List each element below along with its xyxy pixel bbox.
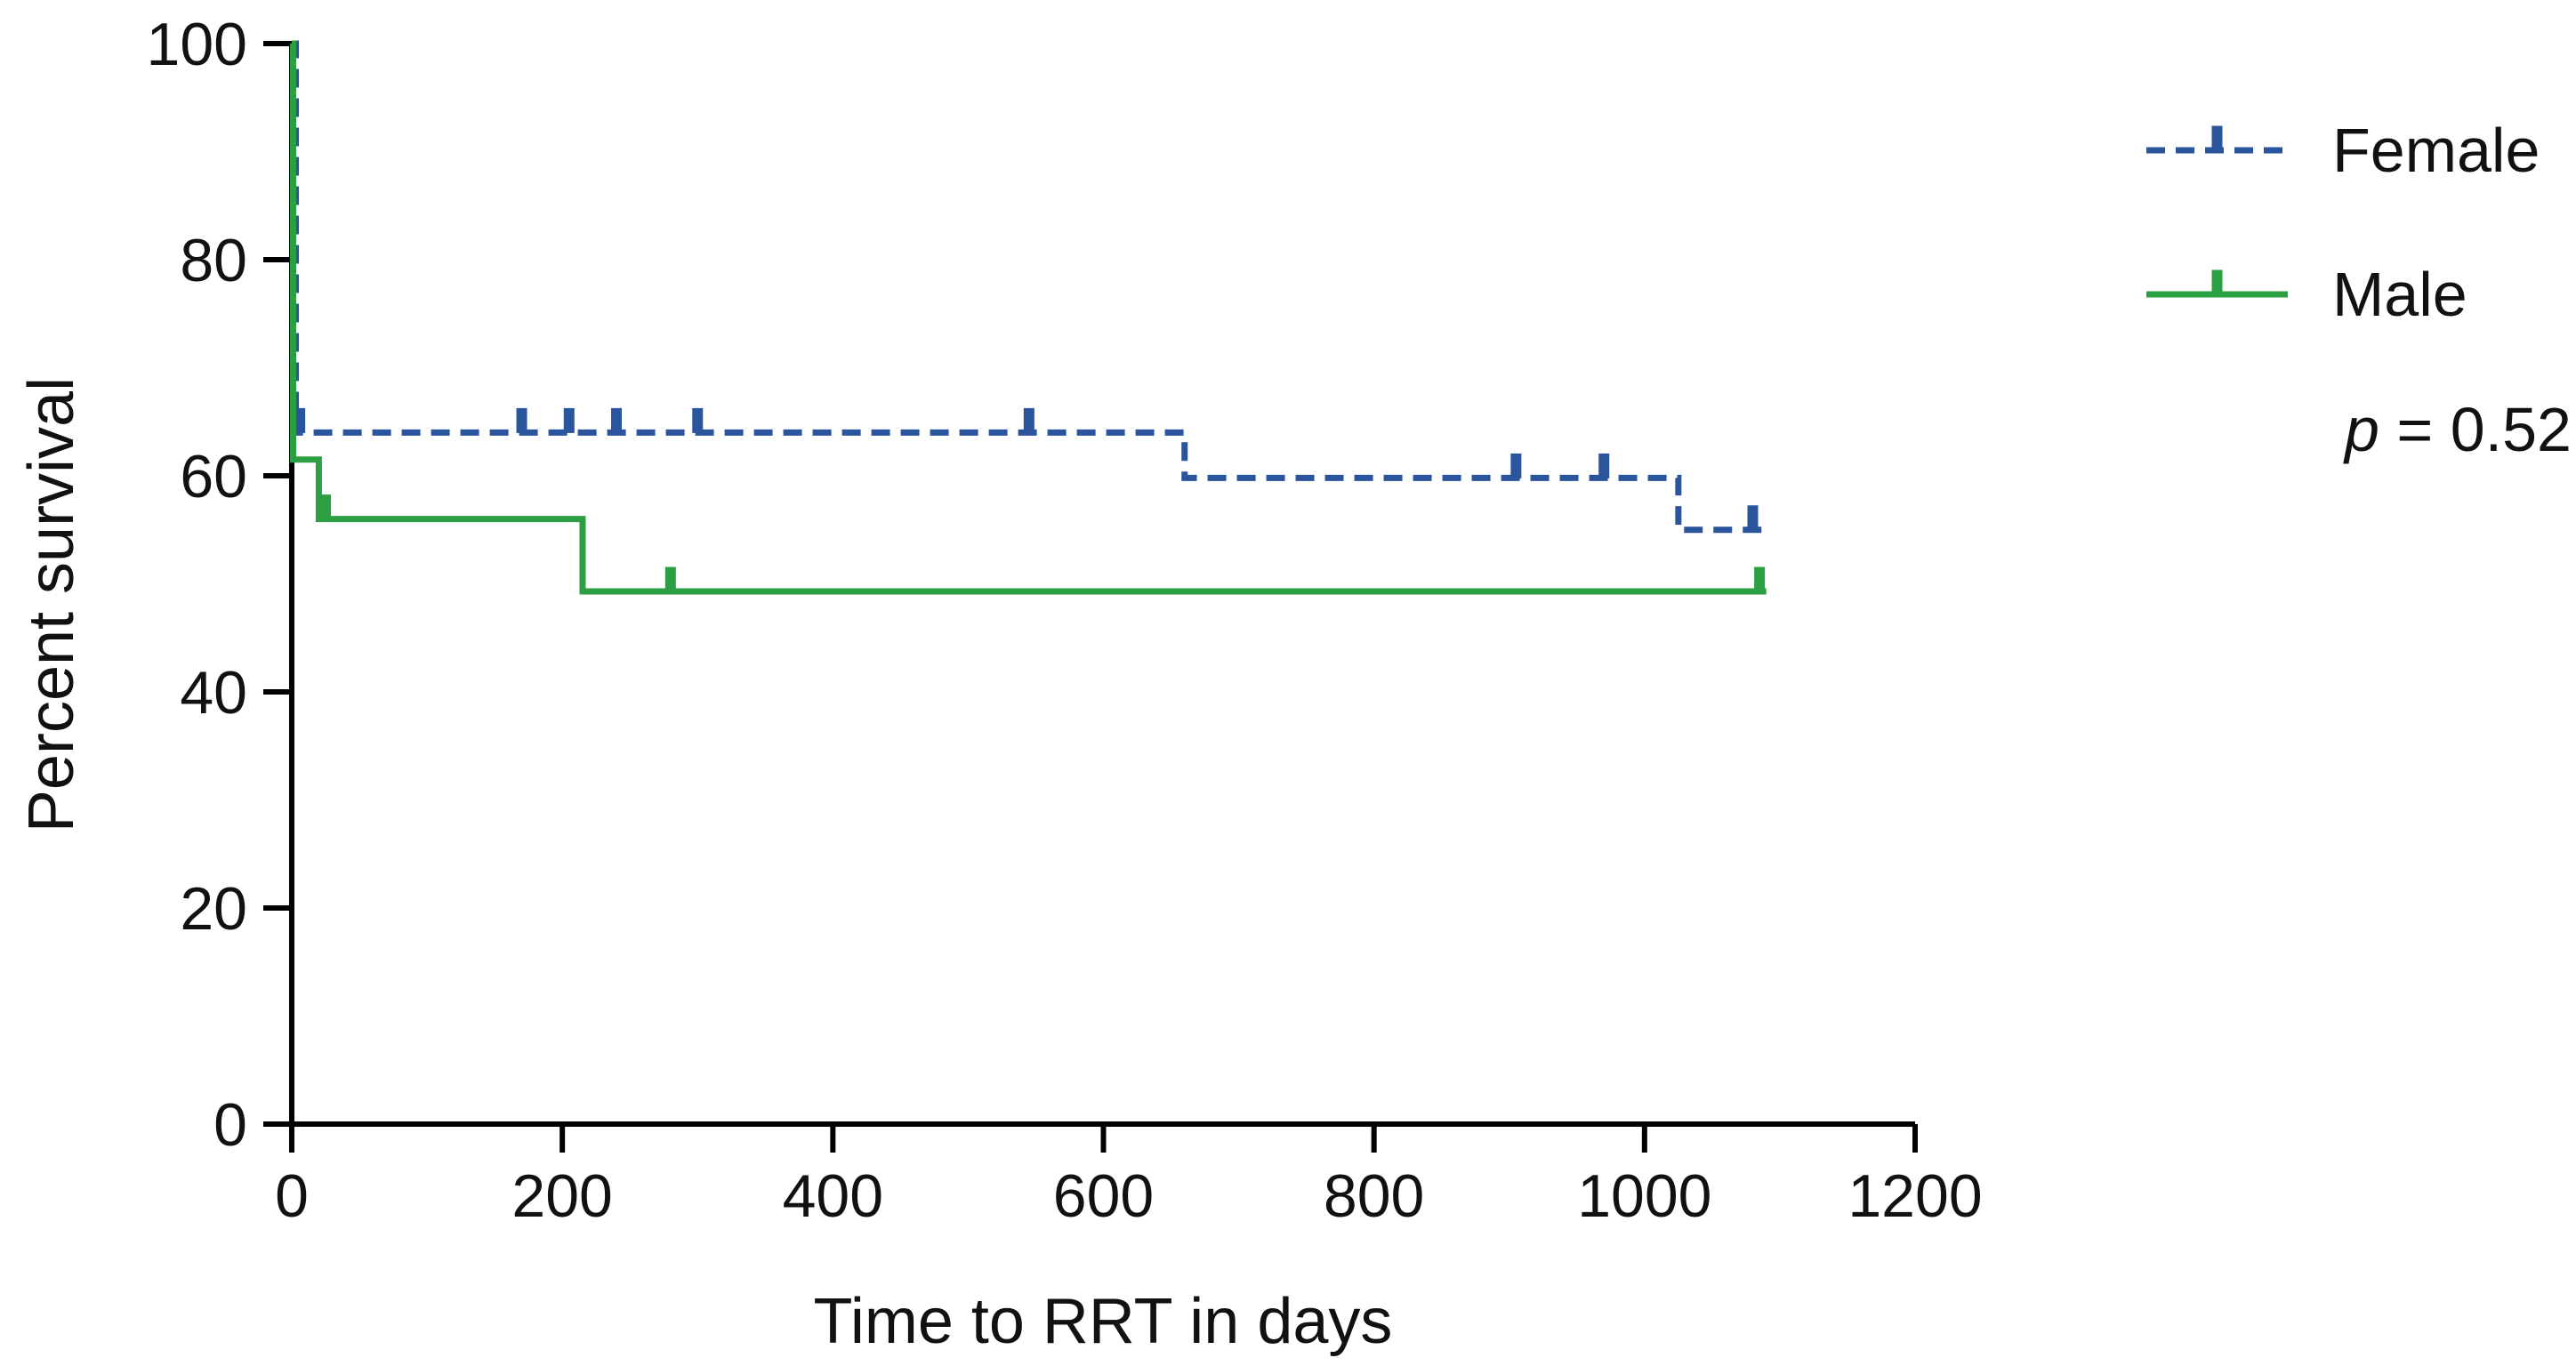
p-value-annotation: p = 0.52 (2343, 395, 2572, 464)
x-tick-label: 0 (275, 1162, 309, 1230)
legend-sample-female-censor (2211, 125, 2223, 151)
female-censor-mark (1023, 407, 1034, 433)
x-tick-label: 200 (511, 1162, 612, 1230)
legend-samples (2146, 125, 2288, 298)
female-censor-mark (1747, 505, 1759, 531)
x-tick-label: 1000 (1577, 1162, 1711, 1230)
legend: Female Male p = 0.52 (2146, 116, 2572, 464)
y-tick-label: 100 (147, 11, 247, 78)
male-curve (290, 40, 1767, 595)
male-censor-mark (320, 494, 332, 520)
series-layer (290, 40, 1767, 595)
female-censor-mark (516, 407, 527, 433)
female-censor-mark (611, 407, 622, 433)
p-value-symbol: p (2343, 395, 2379, 464)
female-censor-mark (692, 407, 704, 433)
male-censor-mark (664, 566, 676, 592)
y-axis-title: Percent survival (16, 377, 87, 832)
male-censor-mark (1754, 566, 1766, 592)
y-tick-label: 0 (213, 1091, 247, 1159)
legend-label-male: Male (2332, 260, 2467, 329)
female-censor-mark (294, 407, 306, 433)
female-censor-mark (563, 407, 575, 433)
x-tick-label: 600 (1053, 1162, 1154, 1230)
x-tick-label: 800 (1324, 1162, 1424, 1230)
y-tick-label: 80 (180, 227, 247, 294)
p-value-rest: = 0.52 (2379, 395, 2572, 464)
legend-label-female: Female (2332, 116, 2540, 185)
x-axis-title: Time to RRT in days (814, 1286, 1393, 1357)
female-curve (292, 40, 1767, 534)
y-tick-label: 20 (180, 875, 247, 943)
x-tick-label: 1200 (1847, 1162, 1982, 1230)
y-tick-label: 60 (180, 443, 247, 510)
female-censor-mark (1598, 453, 1610, 478)
female-censor-mark (1510, 453, 1522, 478)
y-tick-label: 40 (180, 659, 247, 727)
x-tick-label: 400 (783, 1162, 883, 1230)
legend-sample-male-censor (2211, 269, 2223, 295)
